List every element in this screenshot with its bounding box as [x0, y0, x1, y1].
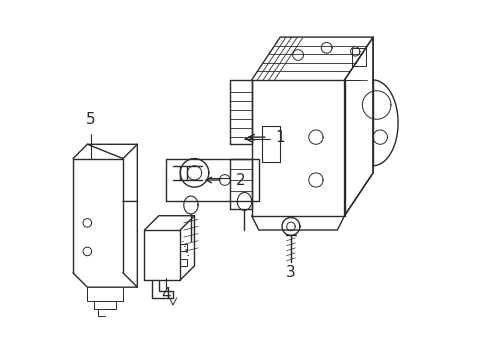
- Text: 3: 3: [285, 265, 295, 280]
- Text: 1: 1: [275, 130, 285, 145]
- Text: 4: 4: [161, 287, 170, 302]
- Text: 5: 5: [86, 112, 96, 127]
- Text: 2: 2: [236, 172, 245, 188]
